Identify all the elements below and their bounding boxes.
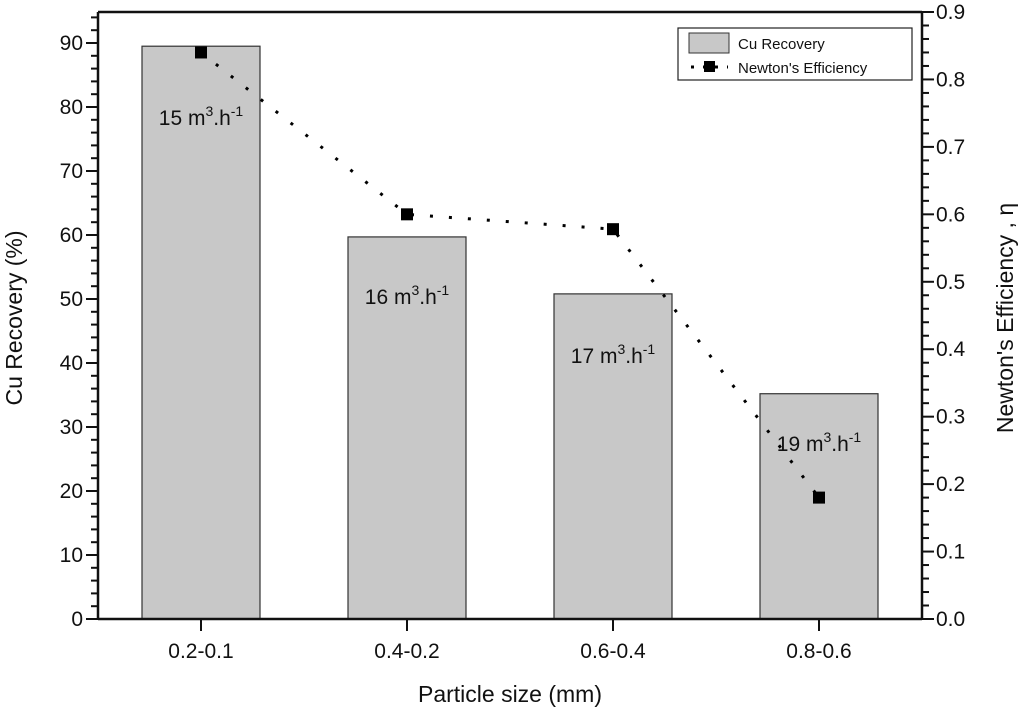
right-tick-label: 0.1 (936, 541, 965, 564)
left-tick-label: 30 (60, 416, 83, 439)
left-tick-label: 0 (71, 608, 83, 631)
efficiency-marker-0.2-0.1 (195, 46, 207, 59)
bar-labels-group: 15 m3.h-1 16 m3.h-1 17 m3.h-1 19 m3.h-1 (159, 103, 862, 456)
efficiency-marker-0.6-0.4 (607, 223, 619, 236)
left-tick-label: 70 (60, 160, 83, 183)
right-axis: 0.0 0.1 0.2 0.3 0.4 0.5 0.6 0.7 0.8 0.9 (922, 1, 966, 631)
left-tick-label: 40 (60, 352, 83, 375)
left-tick-label: 50 (60, 288, 83, 311)
right-tick-label: 0.3 (936, 406, 965, 429)
x-tick-label: 0.4-0.2 (374, 640, 439, 663)
x-tick-label: 0.6-0.4 (580, 640, 646, 663)
x-tick-label: 0.8-0.6 (786, 640, 851, 663)
efficiency-line (200, 51, 821, 499)
right-tick-label: 0.4 (936, 338, 966, 361)
y2-axis-title: Newton's Efficiency , η (992, 203, 1018, 433)
bars-group (141, 45, 879, 620)
right-tick-label: 0.0 (936, 608, 965, 631)
bar-0.6-0.4 (553, 293, 673, 620)
bar-0.2-0.1 (141, 45, 261, 620)
efficiency-marker-0.4-0.2 (401, 208, 413, 221)
left-tick-label: 60 (60, 224, 83, 247)
legend-swatch-cu-recovery (688, 32, 730, 54)
legend-label-cu-recovery: Cu Recovery (738, 36, 825, 53)
right-tick-label: 0.6 (936, 203, 965, 226)
bar-label-0.8-0.6: 19 m3.h-1 (777, 429, 862, 456)
left-tick-label: 80 (60, 96, 83, 119)
legend-label-efficiency: Newton's Efficiency (738, 60, 868, 77)
y-axis-title: Cu Recovery (%) (1, 230, 27, 405)
left-tick-label: 90 (60, 32, 83, 55)
left-tick-label: 10 (60, 544, 83, 567)
legend: Cu Recovery Newton's Efficiency (677, 27, 913, 81)
legend-marker-efficiency (704, 61, 715, 72)
x-axis: 0.2-0.1 0.4-0.2 0.6-0.4 0.8-0.6 (168, 619, 852, 663)
right-tick-label: 0.7 (936, 136, 965, 159)
right-tick-label: 0.2 (936, 473, 965, 496)
bar-0.8-0.6 (759, 393, 879, 620)
right-tick-label: 0.8 (936, 68, 965, 91)
bar-label-0.2-0.1: 15 m3.h-1 (159, 103, 244, 130)
right-tick-label: 0.5 (936, 271, 965, 294)
efficiency-marker-0.8-0.6 (813, 491, 825, 504)
bar-0.4-0.2 (347, 236, 467, 620)
x-axis-title: Particle size (mm) (418, 681, 602, 707)
bar-label-0.6-0.4: 17 m3.h-1 (571, 341, 656, 368)
left-axis: 0 10 20 30 40 50 60 70 80 90 (60, 16, 98, 631)
left-tick-label: 20 (60, 480, 83, 503)
bar-label-0.4-0.2: 16 m3.h-1 (365, 282, 450, 309)
right-tick-label: 0.9 (936, 1, 965, 24)
plot-frame (96, 10, 924, 621)
x-tick-label: 0.2-0.1 (168, 640, 233, 663)
efficiency-series-group (195, 46, 825, 504)
